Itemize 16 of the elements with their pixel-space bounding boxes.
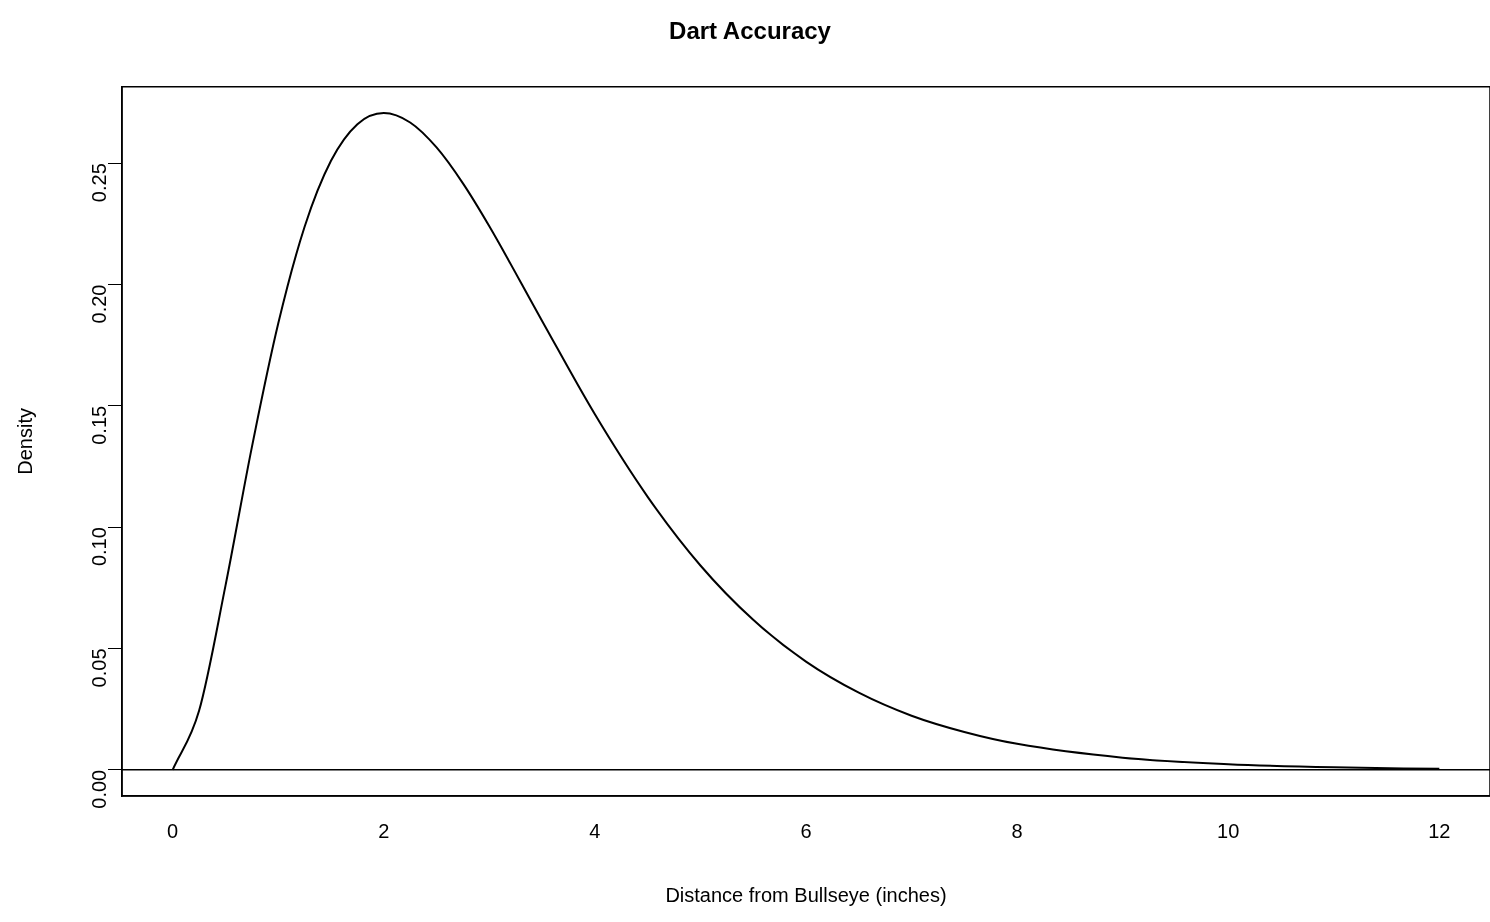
x-tick-label: 6 xyxy=(800,819,812,842)
x-tick-label: 12 xyxy=(1428,819,1451,842)
y-tick-label: 0.00 xyxy=(87,769,110,809)
y-tick-label: 0.25 xyxy=(87,163,110,203)
x-tick-label: 0 xyxy=(167,819,179,842)
x-tick-label: 8 xyxy=(1011,819,1023,842)
x-axis-title: Distance from Bullseye (inches) xyxy=(665,883,947,906)
x-tick-label: 10 xyxy=(1217,819,1240,842)
x-tick-label: 4 xyxy=(589,819,601,842)
y-axis-title: Density xyxy=(13,408,36,475)
chart-title: Dart Accuracy xyxy=(669,17,832,45)
x-tick-label: 2 xyxy=(378,819,390,842)
y-tick-label: 0.20 xyxy=(87,284,110,324)
y-tick-label: 0.05 xyxy=(87,648,110,688)
y-tick-label: 0.15 xyxy=(87,405,110,445)
y-tick-label: 0.10 xyxy=(87,527,110,567)
